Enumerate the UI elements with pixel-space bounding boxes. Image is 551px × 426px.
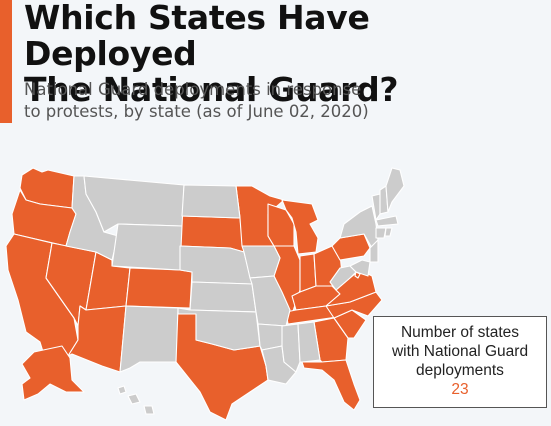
state-nm xyxy=(119,305,179,373)
state-me xyxy=(385,167,405,213)
chart-subtitle: National Guard deployments in response t… xyxy=(24,79,444,123)
state-ok xyxy=(177,307,261,351)
state-ak xyxy=(21,345,85,401)
state-nd xyxy=(181,184,241,219)
legend-line-1: Number of states xyxy=(400,324,520,341)
state-ny xyxy=(339,205,379,249)
subtitle-line-2: to protests, by state (as of June 02, 20… xyxy=(24,102,369,121)
us-states-map xyxy=(5,167,405,421)
state-al xyxy=(297,321,321,363)
state-mi xyxy=(281,199,319,255)
state-nj xyxy=(369,239,379,263)
legend-line-2: with National Guard xyxy=(391,343,529,360)
legend-value: 23 xyxy=(451,381,469,398)
state-ct xyxy=(375,227,387,239)
state-ma xyxy=(375,215,399,227)
subtitle-line-1: National Guard deployments in response xyxy=(24,80,362,99)
state-pa xyxy=(331,233,371,261)
legend-box: Number of states with National Guard dep… xyxy=(373,316,547,408)
state-ri xyxy=(384,227,393,237)
title-line-1: Which States Have Deployed xyxy=(24,0,370,73)
state-hi xyxy=(117,385,155,415)
state-co xyxy=(125,267,193,309)
accent-bar xyxy=(0,0,12,123)
state-wy xyxy=(111,223,183,271)
legend-line-3: deployments xyxy=(416,362,504,379)
state-md xyxy=(349,259,371,277)
title-line-2: The National Guard? xyxy=(24,70,399,109)
state-fl xyxy=(301,359,361,411)
state-in xyxy=(299,253,317,293)
chart-title: Which States Have Deployed The National … xyxy=(24,0,544,108)
state-ks xyxy=(189,281,257,313)
